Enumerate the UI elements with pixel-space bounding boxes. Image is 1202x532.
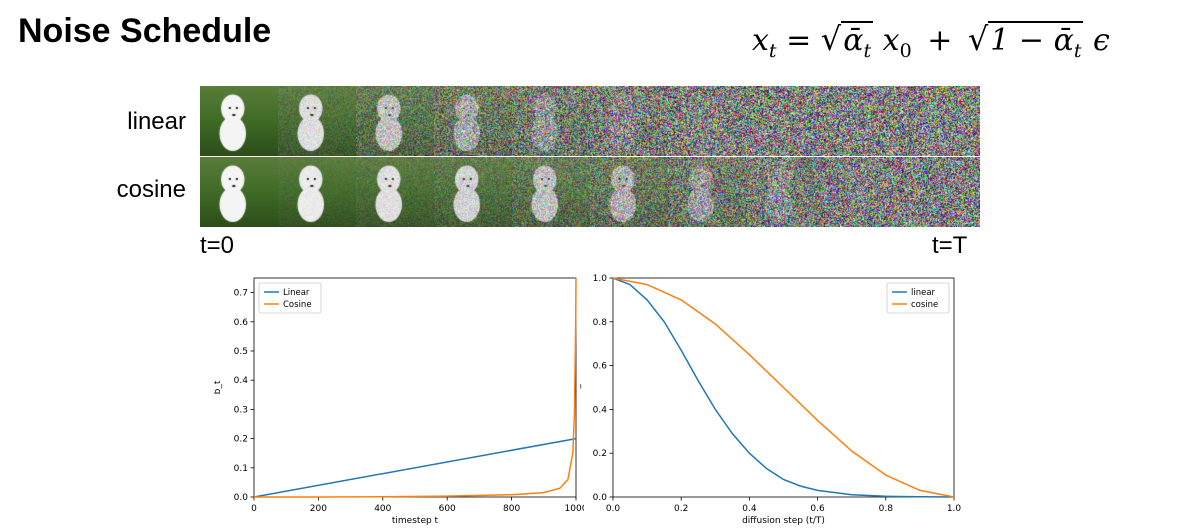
formula-term1-root-sub: t — [863, 40, 872, 62]
formula-term1-var-sub: 0 — [899, 40, 912, 62]
legend-box — [258, 282, 322, 314]
plot-frame — [612, 277, 955, 498]
noise-frame — [512, 86, 590, 156]
formula-equals: = — [786, 23, 812, 58]
noise-frame — [590, 86, 668, 156]
formula-lhs: x — [752, 23, 769, 58]
formula-term1-root: ᾱ — [843, 23, 864, 58]
y-tick-label: 0.4 — [593, 405, 608, 415]
y-tick-label: 0.2 — [234, 435, 248, 445]
cosine-noise-strip — [200, 157, 980, 227]
noise-frame — [356, 86, 434, 156]
noise-frame — [434, 157, 512, 227]
x-tick-label: 0 — [251, 504, 257, 514]
x-tick-label: 0.6 — [810, 504, 825, 514]
y-tick-label: 0.6 — [593, 362, 608, 372]
x-tick-label: 0.0 — [606, 504, 621, 514]
forward-diffusion-formula: xt = √ᾱt x0 + √1 − ᾱt ϵ — [752, 20, 1110, 62]
alpha-bar-chart: 0.0 0.2 0.4 0.6 0.8 1.0 0.0 0.2 0.4 0.6 0.8 1.0 diff… — [580, 274, 962, 526]
series-line-linear — [612, 277, 955, 498]
y-axis-label: b_t — [214, 380, 223, 394]
x-tick-label: 0.4 — [742, 504, 757, 514]
noise-frame — [902, 157, 980, 227]
formula-plus: + — [927, 23, 953, 58]
noise-frame — [590, 157, 668, 227]
legend-label: cosine — [911, 300, 938, 310]
y-tick-label: 0.5 — [234, 347, 248, 357]
y-tick-label: 0.8 — [593, 318, 608, 328]
x-tick-label: 0.2 — [674, 504, 688, 514]
legend-label: Cosine — [283, 300, 312, 310]
timeline-end-label: t=T — [932, 232, 968, 259]
x-axis-label: diffusion step (t/T) — [742, 516, 825, 526]
formula-term1-var: x — [882, 23, 900, 58]
y-tick-label: 0.3 — [234, 405, 248, 415]
y-tick-label: 0.2 — [593, 449, 607, 459]
formula-lhs-sub: t — [768, 40, 777, 62]
timeline-start-label: t=0 — [200, 232, 235, 259]
noise-frame — [200, 157, 278, 227]
x-tick-label: 0.8 — [879, 504, 894, 514]
x-tick-label: 600 — [439, 504, 456, 514]
noise-frame — [746, 86, 824, 156]
noise-frame — [434, 86, 512, 156]
y-tick-label: 0.7 — [234, 289, 248, 299]
series-line-linear — [253, 437, 577, 498]
row-label-linear: linear — [127, 108, 186, 135]
row-label-cosine: cosine — [116, 176, 186, 203]
noise-frame — [278, 157, 356, 227]
noise-frame — [902, 86, 980, 156]
y-tick-label: 0.6 — [234, 318, 249, 328]
x-axis-label: timestep t — [392, 516, 439, 526]
noise-frame — [668, 157, 746, 227]
page-title: Noise Schedule — [18, 12, 272, 50]
noise-frame — [512, 157, 590, 227]
noise-frame — [824, 157, 902, 227]
legend-label: linear — [911, 288, 936, 298]
y-tick-label: 0.0 — [593, 493, 608, 503]
y-axis-label: ᾱ_t — [580, 380, 582, 394]
noise-frame — [278, 86, 356, 156]
noise-frame — [824, 86, 902, 156]
y-tick-label: 0.0 — [234, 493, 249, 503]
x-tick-label: 1.0 — [947, 504, 962, 514]
noise-frame — [200, 86, 278, 156]
series-line-cosine — [612, 277, 955, 498]
noise-frame — [746, 157, 824, 227]
noise-frame — [668, 86, 746, 156]
x-tick-label: 400 — [374, 504, 391, 514]
formula-term2-root: 1 − ᾱ — [990, 23, 1074, 58]
legend-box — [886, 282, 950, 314]
x-tick-label: 200 — [310, 504, 327, 514]
linear-noise-strip — [200, 86, 980, 156]
y-tick-label: 1.0 — [593, 274, 608, 284]
formula-term2-var: ϵ — [1093, 23, 1110, 58]
noise-frame — [356, 157, 434, 227]
y-tick-label: 0.4 — [234, 376, 249, 386]
legend-label: Linear — [283, 288, 310, 298]
x-tick-label: 800 — [503, 504, 520, 514]
series-line-cosine — [254, 277, 577, 498]
y-tick-label: 0.1 — [234, 464, 248, 474]
formula-term2-root-sub: t — [1073, 40, 1082, 62]
